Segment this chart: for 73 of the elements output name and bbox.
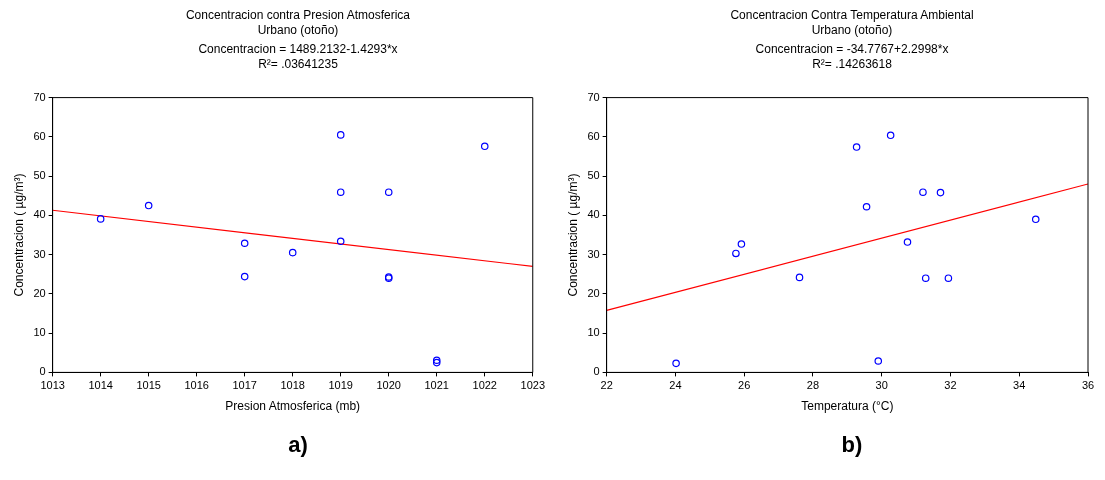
point [886, 131, 895, 140]
y-tick-label: 0 [593, 365, 600, 378]
point [144, 201, 153, 210]
point [852, 143, 861, 151]
y-tick-label: 50 [587, 169, 600, 182]
point [921, 274, 930, 282]
x-axis-title: Presion Atmosferica (mb) [225, 399, 361, 414]
x-tick-label: 1022 [472, 379, 497, 392]
y-tick-label: 20 [33, 286, 46, 299]
point [480, 142, 489, 151]
text: b) [840, 432, 864, 458]
point [919, 188, 927, 197]
text: Concentracion = 1489.2132-1.4293*x [197, 42, 399, 57]
chart-subtitle: Urbano (otoño) [256, 23, 340, 38]
x-tick-label: 24 [669, 379, 682, 392]
y-tick-label: 60 [587, 129, 600, 142]
y-tick-label: 50 [33, 169, 46, 182]
x-tick-label: 32 [944, 379, 957, 392]
y-axis-title: Concentracion ( µg/m³) [565, 173, 580, 297]
x-tick-label: 22 [600, 379, 613, 392]
y-tick-label: 10 [33, 326, 46, 339]
y-tick-label: 10 [587, 326, 600, 339]
y-tick-label: 30 [587, 247, 600, 260]
text: R²= .03641235 [257, 57, 339, 72]
point [944, 274, 953, 282]
point [1031, 215, 1040, 224]
point [288, 248, 297, 257]
y-tick-label: 40 [587, 208, 600, 221]
y-tick-label: 40 [33, 208, 46, 221]
point [737, 240, 746, 248]
point [96, 215, 105, 223]
x-tick-label: 1019 [328, 379, 353, 392]
x-tick-label: 1016 [184, 379, 209, 392]
x-tick-label: 1023 [520, 379, 546, 392]
chart-title: Concentracion Contra Temperatura Ambiental [729, 8, 975, 23]
x-tick-label: 1017 [232, 379, 257, 392]
point [862, 202, 871, 211]
x-tick-label: 26 [738, 379, 751, 392]
x-tick-label: 1014 [88, 379, 113, 392]
x-tick-label: 1013 [40, 379, 65, 392]
y-tick-label: 60 [33, 129, 46, 142]
y-tick-label: 0 [39, 365, 46, 378]
point [336, 131, 345, 139]
point [795, 273, 804, 282]
y-tick-label: 20 [587, 286, 600, 299]
point [672, 359, 680, 368]
x-tick-label: 28 [806, 379, 820, 392]
point [936, 188, 945, 197]
y-axis-title: Concentracion ( µg/m³) [11, 173, 26, 297]
point [336, 188, 345, 197]
chart-title: Concentracion contra Presion Atmosferica [184, 8, 412, 23]
point [336, 237, 345, 246]
y-tick-label: 70 [587, 90, 600, 103]
y-tick-label: 30 [33, 247, 46, 260]
x-tick-label: 1021 [424, 379, 449, 392]
point [732, 249, 740, 258]
x-axis-title: Temperatura (°C) [801, 399, 894, 414]
point [874, 357, 883, 365]
x-tick-label: 30 [875, 379, 888, 392]
point [240, 272, 249, 281]
text: Concentracion = -34.7767+2.2998*x [754, 42, 950, 57]
x-tick-label: 1018 [280, 379, 305, 392]
text: R²= .14263618 [811, 57, 893, 72]
point [903, 238, 912, 246]
text: a) [287, 432, 309, 458]
point [384, 188, 393, 197]
x-tick-label: 1015 [136, 379, 161, 392]
y-tick-label: 70 [33, 90, 46, 103]
x-tick-label: 36 [1081, 379, 1095, 392]
chart-subtitle: Urbano (otoño) [810, 23, 894, 38]
x-tick-label: 1020 [376, 379, 401, 392]
point [240, 239, 249, 248]
x-tick-label: 34 [1013, 379, 1026, 392]
